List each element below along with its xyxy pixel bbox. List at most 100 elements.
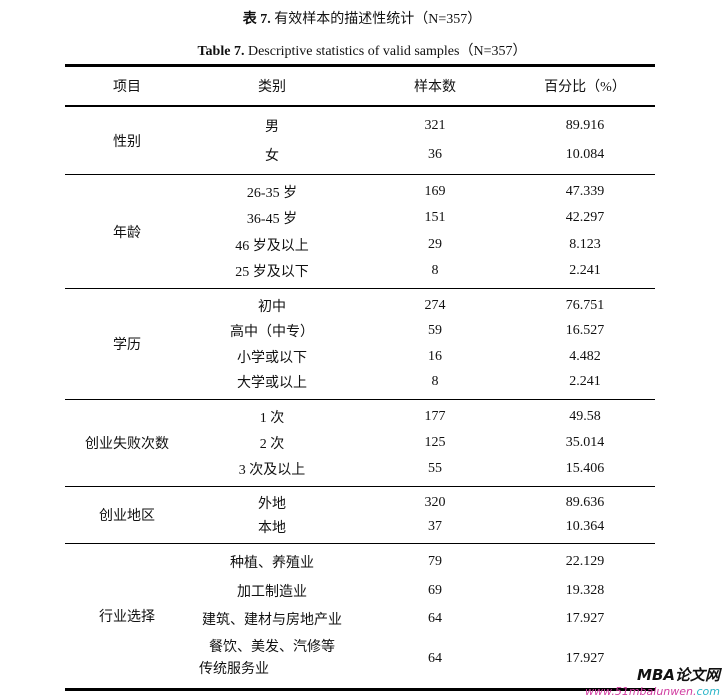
group-label: 创业失败次数 <box>85 437 169 452</box>
count-cell: 79 <box>428 554 442 570</box>
table-row: 初中 274 76.751 <box>189 293 655 319</box>
count-cell: 37 <box>428 519 442 534</box>
count-cell: 36 <box>428 147 442 163</box>
table-row: 46 岁及以上 29 8.123 <box>189 232 655 258</box>
percent-cell: 10.364 <box>565 519 605 534</box>
category-cell: 高中（中专） <box>230 325 314 341</box>
table-row: 25 岁及以下 8 2.241 <box>189 258 655 284</box>
count-cell: 29 <box>428 236 442 252</box>
count-cell: 59 <box>428 323 442 339</box>
count-cell: 69 <box>428 582 442 598</box>
group-label: 学历 <box>113 338 141 353</box>
header-category: 类别 <box>258 80 286 95</box>
header-percent: 百分比（%） <box>544 80 626 95</box>
percent-cell: 49.58 <box>569 409 601 424</box>
count-cell: 8 <box>431 374 439 390</box>
category-cell: 外地 <box>258 497 286 512</box>
table-row: 男 321 89.916 <box>189 111 655 141</box>
category-cell: 初中 <box>258 299 286 315</box>
table-row: 餐饮、美发、汽修等传统服务业 64 17.927 <box>189 634 655 684</box>
caption-text: 有效样本的描述性统计（N=357） <box>274 12 482 27</box>
percent-cell: 2.241 <box>569 374 601 390</box>
percent-cell: 17.927 <box>565 611 605 627</box>
caption-english: Table 7. Descriptive statistics of valid… <box>0 40 724 60</box>
table-group: 性别 男 321 89.916 女 36 10.084 <box>65 107 655 175</box>
table-row: 3 次及以上 55 15.406 <box>189 456 655 482</box>
percent-cell: 17.927 <box>565 650 605 666</box>
table-row: 女 36 10.084 <box>189 141 655 171</box>
category-cell: 女 <box>265 149 279 165</box>
percent-cell: 89.636 <box>565 495 605 510</box>
caption-text: Descriptive statistics of valid samples（… <box>247 44 527 59</box>
watermark-url: www.51mbalunwen.com <box>585 685 720 698</box>
count-cell: 64 <box>428 650 442 666</box>
table-row: 本地 37 10.364 <box>189 515 655 539</box>
table-group: 学历 初中 274 76.751 高中（中专） 59 16.527 小学或以下 … <box>65 289 655 400</box>
count-cell: 177 <box>424 409 446 424</box>
table-row: 建筑、建材与房地产业 64 17.927 <box>189 605 655 633</box>
table-group: 行业选择 种植、养殖业 79 22.129 加工制造业 69 19.328 建筑… <box>65 544 655 688</box>
table-group: 创业失败次数 1 次 177 49.58 2 次 125 35.014 3 次及… <box>65 400 655 487</box>
category-cell: 本地 <box>258 521 286 536</box>
category-cell: 26-35 岁 <box>246 186 298 202</box>
count-cell: 320 <box>424 495 446 510</box>
count-cell: 125 <box>424 435 446 450</box>
watermark-logo: MBA论文网 www.51mbalunwen.com <box>585 664 720 698</box>
table-group: 创业地区 外地 320 89.636 本地 37 10.364 <box>65 487 655 544</box>
count-cell: 169 <box>424 184 446 200</box>
category-cell: 餐饮、美发、汽修等传统服务业 <box>199 639 335 677</box>
percent-cell: 35.014 <box>565 435 605 450</box>
percent-cell: 4.482 <box>569 348 601 364</box>
percent-cell: 16.527 <box>565 323 605 339</box>
percent-cell: 10.084 <box>565 147 605 163</box>
table-row: 26-35 岁 169 47.339 <box>189 179 655 205</box>
caption-chinese: 表 7. 有效样本的描述性统计（N=357） <box>0 8 724 28</box>
url-main: www.51mbalunwen. <box>585 685 697 698</box>
category-cell: 1 次 <box>259 411 285 426</box>
category-cell: 46 岁及以上 <box>235 238 309 254</box>
percent-cell: 76.751 <box>565 297 605 313</box>
table-row: 36-45 岁 151 42.297 <box>189 205 655 231</box>
percent-cell: 89.916 <box>565 117 605 133</box>
category-cell: 25 岁及以下 <box>235 264 309 280</box>
category-cell: 大学或以上 <box>237 376 307 392</box>
caption-prefix: 表 7. <box>242 12 271 27</box>
category-cell: 男 <box>265 119 279 135</box>
category-cell: 加工制造业 <box>237 584 307 600</box>
table-row: 种植、养殖业 79 22.129 <box>189 548 655 576</box>
count-cell: 16 <box>428 348 442 364</box>
table-row: 外地 320 89.636 <box>189 491 655 515</box>
count-cell: 64 <box>428 611 442 627</box>
table-row: 2 次 125 35.014 <box>189 430 655 456</box>
percent-cell: 8.123 <box>569 236 601 252</box>
percent-cell: 22.129 <box>565 554 605 570</box>
category-cell: 3 次及以上 <box>238 463 306 478</box>
header-item: 项目 <box>113 80 141 95</box>
table-header: 项目 类别 样本数 百分比（%） <box>65 67 655 107</box>
url-tld: com <box>696 685 721 698</box>
caption-prefix: Table 7. <box>197 44 245 59</box>
group-label: 创业地区 <box>99 509 155 524</box>
percent-cell: 15.406 <box>565 461 605 476</box>
percent-cell: 19.328 <box>565 582 605 598</box>
table-row: 高中（中专） 59 16.527 <box>189 319 655 345</box>
group-label: 性别 <box>113 134 141 150</box>
count-cell: 274 <box>424 297 446 313</box>
count-cell: 55 <box>428 461 442 476</box>
table-row: 大学或以上 8 2.241 <box>189 370 655 396</box>
percent-cell: 2.241 <box>569 262 601 278</box>
group-label: 行业选择 <box>99 610 155 625</box>
count-cell: 8 <box>431 262 439 278</box>
category-cell: 2 次 <box>259 437 285 452</box>
header-count: 样本数 <box>414 80 456 95</box>
table-group: 年龄 26-35 岁 169 47.339 36-45 岁 151 42.297… <box>65 175 655 289</box>
table-row: 1 次 177 49.58 <box>189 404 655 430</box>
statistics-table: 项目 类别 样本数 百分比（%） 性别 男 321 89.916 女 36 10… <box>65 64 655 691</box>
category-cell: 小学或以下 <box>237 350 307 366</box>
watermark-title: MBA论文网 <box>637 666 720 684</box>
count-cell: 321 <box>424 117 446 133</box>
category-cell: 36-45 岁 <box>246 212 298 228</box>
count-cell: 151 <box>424 210 446 226</box>
group-label: 年龄 <box>113 225 141 241</box>
table-row: 加工制造业 69 19.328 <box>189 577 655 605</box>
